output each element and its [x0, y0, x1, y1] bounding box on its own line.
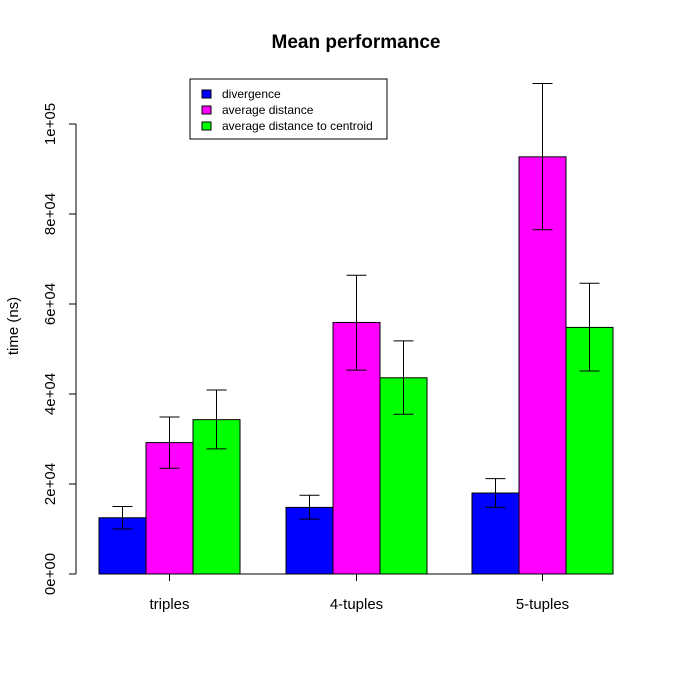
chart-title: Mean performance [272, 32, 441, 53]
x-tick-label-5-tuples: 5-tuples [516, 596, 569, 613]
x-tick-label-triples: triples [149, 596, 189, 613]
y-tick-label-1: 2e+04 [42, 463, 59, 505]
y-tick-label-2: 4e+04 [42, 373, 59, 415]
error-bars-layer [112, 83, 600, 530]
x-axis: triples 4-tuples 5-tuples [149, 573, 569, 613]
legend-label-average-distance: average distance [222, 103, 314, 117]
x-tick-label-4-tuples: 4-tuples [330, 596, 383, 613]
y-tick-label-3: 6e+04 [42, 283, 59, 325]
legend-label-average-distance-to-centroid: average distance to centroid [222, 119, 373, 133]
y-axis-label: time (ns) [5, 297, 22, 355]
legend-swatch-average-distance [201, 105, 212, 115]
y-tick-label-5: 1e+05 [42, 103, 59, 145]
legend-label-divergence: divergence [222, 87, 281, 101]
y-tick-label-0: 0e+00 [42, 553, 59, 595]
legend-box [189, 78, 388, 140]
y-tick-label-4: 8e+04 [42, 193, 59, 235]
bar-average-distance-to-centroid-5-tuples [565, 326, 614, 575]
legend: divergence average distance average distan… [189, 78, 388, 140]
legend-swatch-average-distance-to-centroid [201, 121, 212, 131]
legend-swatch-divergence [201, 89, 212, 99]
y-axis: 0e+00 2e+04 4e+04 6e+04 8e+04 1e+05 [42, 103, 77, 595]
